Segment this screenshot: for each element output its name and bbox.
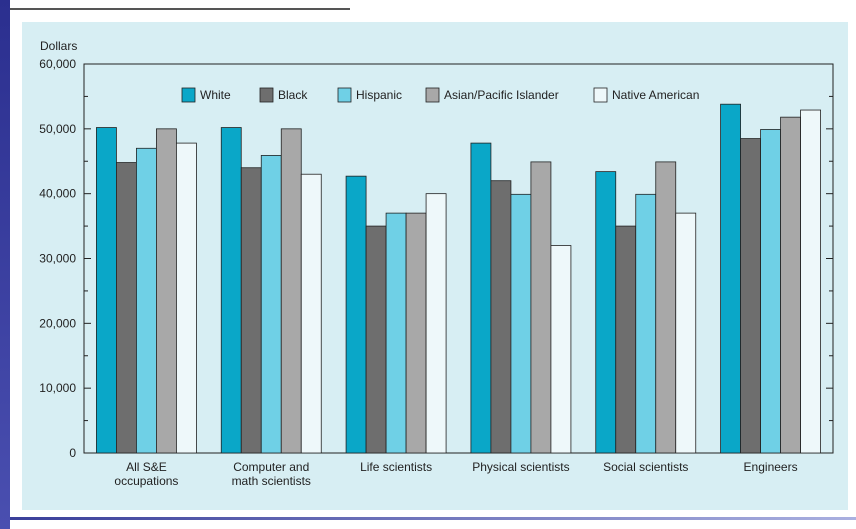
bar-hispanic-4 <box>635 193 657 454</box>
category-label: occupations <box>114 474 178 488</box>
bar-white-0 <box>96 127 117 454</box>
y-tick-label: 20,000 <box>39 316 76 330</box>
y-tick-label: 60,000 <box>39 57 76 71</box>
bar-asian-pacific-islander-1 <box>280 128 302 454</box>
bar-hispanic-3 <box>510 193 532 454</box>
bar-black-2 <box>365 225 387 454</box>
bar-hispanic-2 <box>385 212 407 454</box>
bar-black-1 <box>240 167 262 454</box>
bar-asian-pacific-islander-4 <box>655 161 677 454</box>
category-label: Computer and <box>233 460 309 474</box>
bar-black-5 <box>740 138 761 454</box>
category-label: math scientists <box>232 474 311 488</box>
legend: White Black Hispanic Asian/Pacific Islander… <box>181 87 699 103</box>
slide-left-bar <box>0 0 10 529</box>
category-label: Social scientists <box>603 460 688 474</box>
axis-layer: 0 10,000 20,000 30,000 40,000 50,000 60,000 All… <box>39 57 834 488</box>
bar-native-american-0 <box>176 142 197 454</box>
category-label: Life scientists <box>360 460 432 474</box>
slide-bottom-rule <box>10 517 856 520</box>
bar-black-0 <box>116 162 137 454</box>
legend-swatch-3 <box>425 87 440 103</box>
bars-layer <box>96 103 821 454</box>
bar-black-4 <box>615 225 637 454</box>
y-tick-label: 40,000 <box>39 187 76 201</box>
category-label: Engineers <box>744 460 798 474</box>
category-label: Physical scientists <box>472 460 569 474</box>
chart-panel: Dollars 0 10,000 20,000 30,000 40,000 50,000 6… <box>22 22 848 510</box>
slide-top-rule <box>10 0 350 10</box>
bar-native-american-3 <box>550 245 572 454</box>
legend-swatch-0 <box>181 87 196 103</box>
bar-white-5 <box>720 103 741 454</box>
legend-label: Native American <box>612 88 699 102</box>
bar-chart: Dollars 0 10,000 20,000 30,000 40,000 50,000 6… <box>39 39 834 488</box>
bar-white-3 <box>470 142 492 454</box>
legend-swatch-2 <box>337 87 352 103</box>
bar-asian-pacific-islander-0 <box>156 128 177 454</box>
category-label: All S&E <box>126 460 167 474</box>
y-axis-label: Dollars <box>40 39 77 53</box>
y-tick-label: 0 <box>69 446 76 460</box>
legend-swatch-1 <box>259 87 274 103</box>
bar-hispanic-1 <box>260 155 282 454</box>
legend-label: Asian/Pacific Islander <box>444 88 559 102</box>
legend-label: White <box>200 88 231 102</box>
legend-label: Hispanic <box>356 88 402 102</box>
bar-native-american-2 <box>425 193 447 454</box>
bar-white-1 <box>220 127 242 454</box>
bar-asian-pacific-islander-5 <box>780 116 801 454</box>
legend-swatch-4 <box>593 87 608 103</box>
y-tick-label: 50,000 <box>39 122 76 136</box>
bar-white-4 <box>595 171 617 454</box>
bar-asian-pacific-islander-2 <box>405 212 427 454</box>
y-tick-label: 10,000 <box>39 381 76 395</box>
legend-label: Black <box>278 88 308 102</box>
bar-hispanic-5 <box>760 129 781 454</box>
bar-native-american-1 <box>300 173 322 454</box>
y-tick-label: 30,000 <box>39 252 76 266</box>
bar-black-3 <box>490 180 512 454</box>
bar-hispanic-0 <box>136 147 157 454</box>
bar-native-american-4 <box>675 212 697 454</box>
bar-native-american-5 <box>800 109 821 454</box>
bar-asian-pacific-islander-3 <box>530 161 552 454</box>
bar-white-2 <box>345 175 367 454</box>
